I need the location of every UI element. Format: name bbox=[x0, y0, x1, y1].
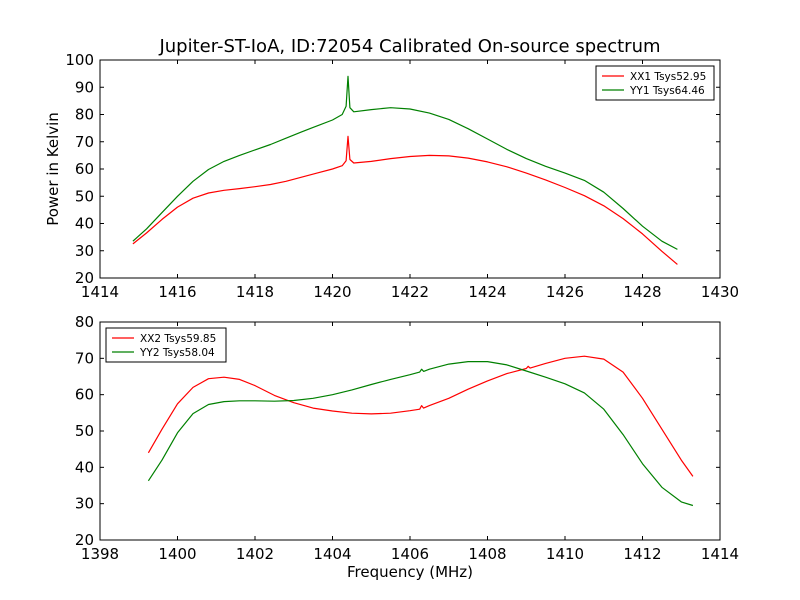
bottom-panel-series bbox=[147, 355, 694, 507]
x-tick-label: 1426 bbox=[546, 283, 584, 301]
y-tick-label: 50 bbox=[75, 422, 94, 440]
legend-entry: XX1 Tsys52.95 bbox=[630, 71, 706, 83]
y-tick-label: 30 bbox=[75, 242, 94, 260]
x-tick-label: 1416 bbox=[158, 283, 196, 301]
x-tick-label: 1408 bbox=[468, 545, 506, 563]
x-tick-label: 1412 bbox=[623, 545, 661, 563]
x-tick-label: 1410 bbox=[546, 545, 584, 563]
y-tick-label: 40 bbox=[75, 458, 94, 476]
legend-box bbox=[105, 327, 227, 363]
x-tick-label: 1414 bbox=[701, 545, 739, 563]
y-tick-label: 40 bbox=[75, 215, 94, 233]
y-tick-label: 100 bbox=[65, 51, 94, 69]
x-tick-label: 1420 bbox=[313, 283, 351, 301]
y-tick-label: 60 bbox=[75, 160, 94, 178]
y-tick-label: 70 bbox=[75, 349, 94, 367]
x-axis-label: Frequency (MHz) bbox=[347, 563, 473, 581]
series-line-2 bbox=[147, 361, 694, 507]
bottom-plot-frame bbox=[99, 321, 721, 541]
top-panel-series bbox=[132, 75, 678, 265]
x-tick-label: 1402 bbox=[236, 545, 274, 563]
x-tick-label: 1424 bbox=[468, 283, 506, 301]
chart-title: Jupiter-ST-IoA, ID:72054 Calibrated On-s… bbox=[158, 36, 660, 57]
y-tick-label: 90 bbox=[75, 78, 94, 96]
series-line-1 bbox=[147, 355, 694, 477]
top-plot-frame bbox=[99, 59, 721, 279]
top-panel: 1414 1416 1418 1420 1422 1424 1426 1428 1430 20 30… bbox=[65, 51, 739, 301]
legend-entry: XX2 Tsys59.85 bbox=[140, 333, 216, 345]
y-tick-label: 70 bbox=[75, 133, 94, 151]
bottom-panel: 1398 1400 1402 1404 1406 1408 1410 1412 1414 20 30… bbox=[75, 313, 739, 563]
top-legend: XX1 Tsys52.95 YY1 Tsys64.46 bbox=[595, 65, 715, 101]
y-tick-label: 20 bbox=[75, 531, 94, 549]
x-tick-label: 1398 bbox=[81, 545, 119, 563]
x-tick-label: 1422 bbox=[391, 283, 429, 301]
x-tick-label: 1404 bbox=[313, 545, 351, 563]
x-tick-label: 1406 bbox=[391, 545, 429, 563]
y-tick-label: 30 bbox=[75, 495, 94, 513]
y-tick-label: 80 bbox=[75, 106, 94, 124]
series-line-2 bbox=[132, 75, 678, 250]
y-tick-label: 80 bbox=[75, 313, 94, 331]
x-tick-label: 1400 bbox=[158, 545, 196, 563]
x-tick-label: 1418 bbox=[236, 283, 274, 301]
y-tick-label: 50 bbox=[75, 187, 94, 205]
x-tick-label: 1428 bbox=[623, 283, 661, 301]
bottom-legend: XX2 Tsys59.85 YY2 Tsys58.04 bbox=[105, 327, 227, 363]
y-tick-label: 20 bbox=[75, 269, 94, 287]
y-axis-label: Power in Kelvin bbox=[44, 112, 62, 226]
y-tick-label: 60 bbox=[75, 386, 94, 404]
legend-entry: YY2 Tsys58.04 bbox=[139, 347, 215, 359]
x-tick-label: 1414 bbox=[81, 283, 119, 301]
legend-box bbox=[595, 65, 715, 101]
x-tick-label: 1430 bbox=[701, 283, 739, 301]
legend-entry: YY1 Tsys64.46 bbox=[629, 85, 705, 97]
series-line-1 bbox=[132, 135, 678, 265]
top-panel-ticks: 1414 1416 1418 1420 1422 1424 1426 1428 1430 20 30… bbox=[65, 51, 739, 301]
